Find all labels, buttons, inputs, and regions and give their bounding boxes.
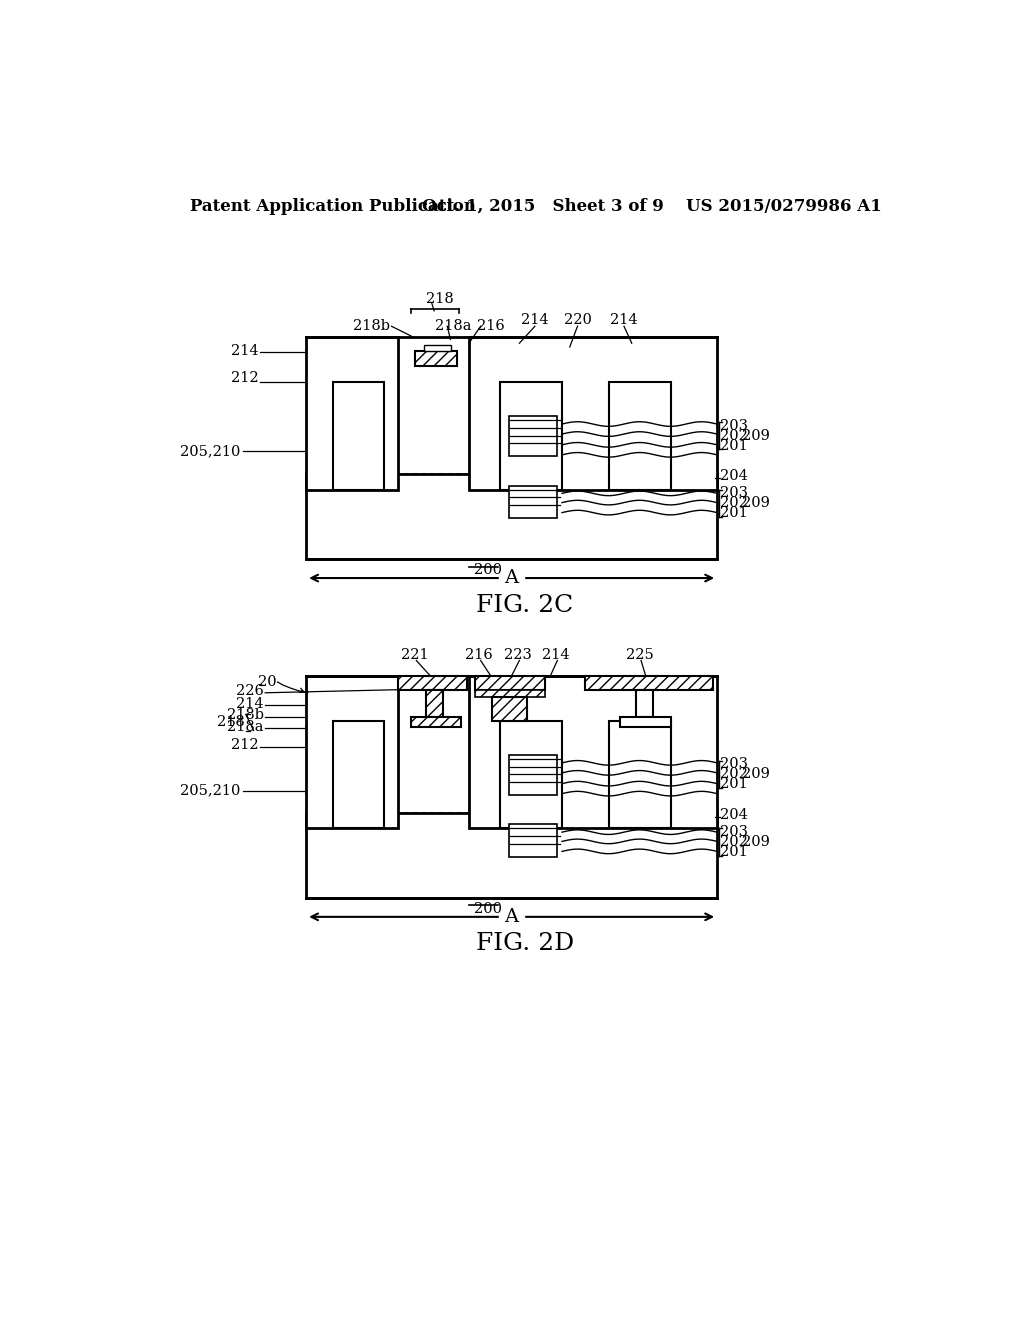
Text: 203: 203 <box>720 825 749 840</box>
Text: 205,210: 205,210 <box>180 444 241 458</box>
Bar <box>397 676 467 689</box>
Text: 200: 200 <box>474 902 503 916</box>
Text: 218: 218 <box>216 715 245 729</box>
Text: Patent Application Publication: Patent Application Publication <box>190 198 476 215</box>
Text: 225: 225 <box>626 648 653 663</box>
Text: 223: 223 <box>504 648 531 663</box>
Text: 201: 201 <box>720 777 748 792</box>
Text: 214: 214 <box>610 313 638 327</box>
Bar <box>608 381 671 490</box>
Text: 214: 214 <box>236 697 263 710</box>
Text: 20: 20 <box>258 675 276 689</box>
Bar <box>306 813 717 898</box>
Text: 212: 212 <box>230 371 258 385</box>
Text: 204: 204 <box>720 808 748 822</box>
Bar <box>500 381 562 490</box>
Text: 205,210: 205,210 <box>180 783 241 797</box>
Text: 203: 203 <box>720 486 749 500</box>
Bar <box>621 717 671 727</box>
Bar <box>415 351 458 367</box>
Text: 226: 226 <box>236 684 263 698</box>
Text: 218a: 218a <box>227 719 263 734</box>
Bar <box>509 825 557 857</box>
Bar <box>334 381 384 490</box>
Text: 202: 202 <box>720 836 748 849</box>
Text: 203: 203 <box>720 758 749 771</box>
Bar <box>586 676 713 689</box>
Bar <box>469 337 717 490</box>
Text: 209: 209 <box>741 836 770 849</box>
Text: 218b: 218b <box>226 708 263 722</box>
Bar <box>493 697 527 721</box>
Bar <box>475 689 545 697</box>
Bar <box>509 755 557 795</box>
Text: FIG. 2D: FIG. 2D <box>476 932 573 956</box>
Bar <box>475 676 545 689</box>
Bar <box>334 721 384 829</box>
Bar <box>424 345 452 351</box>
Text: 216: 216 <box>477 319 505 333</box>
Text: 209: 209 <box>741 429 770 442</box>
Bar <box>469 676 717 829</box>
Text: FIG. 2C: FIG. 2C <box>476 594 573 616</box>
Text: 214: 214 <box>542 648 569 663</box>
Text: 203: 203 <box>720 418 749 433</box>
Text: 200: 200 <box>474 564 503 577</box>
Bar <box>306 474 717 558</box>
Text: Oct. 1, 2015   Sheet 3 of 9: Oct. 1, 2015 Sheet 3 of 9 <box>423 198 665 215</box>
Text: 201: 201 <box>720 845 748 859</box>
Text: 220: 220 <box>563 313 592 327</box>
Text: 204: 204 <box>720 470 748 483</box>
Bar <box>500 721 562 829</box>
Text: 201: 201 <box>720 507 748 520</box>
Text: A: A <box>505 569 519 587</box>
Text: 218b: 218b <box>353 319 390 333</box>
Text: 218: 218 <box>426 292 454 305</box>
Bar <box>306 676 397 829</box>
Bar <box>411 717 461 727</box>
Bar <box>306 337 397 490</box>
Text: 202: 202 <box>720 767 748 781</box>
Text: A: A <box>505 908 519 925</box>
Bar <box>608 721 671 829</box>
Text: 221: 221 <box>401 648 429 663</box>
Text: 209: 209 <box>741 767 770 781</box>
Text: 212: 212 <box>230 738 258 752</box>
Text: 209: 209 <box>741 496 770 511</box>
Bar <box>636 689 652 717</box>
Bar <box>426 689 443 717</box>
Text: 218a: 218a <box>435 319 471 333</box>
Text: 201: 201 <box>720 438 748 453</box>
Text: 202: 202 <box>720 496 748 511</box>
Bar <box>509 416 557 457</box>
Text: 202: 202 <box>720 429 748 442</box>
Text: 214: 214 <box>521 313 549 327</box>
Bar <box>509 486 557 517</box>
Text: 216: 216 <box>465 648 493 663</box>
Text: US 2015/0279986 A1: US 2015/0279986 A1 <box>686 198 882 215</box>
Text: 214: 214 <box>230 345 258 358</box>
